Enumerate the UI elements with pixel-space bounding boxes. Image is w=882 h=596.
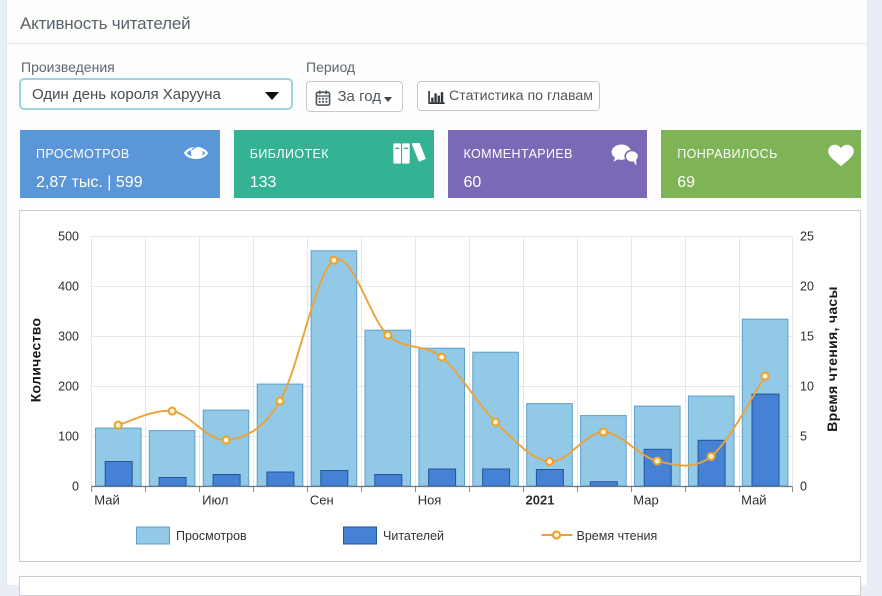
svg-text:2021: 2021 bbox=[526, 493, 555, 508]
svg-text:Мар: Мар bbox=[633, 493, 658, 508]
svg-text:20: 20 bbox=[800, 280, 814, 294]
svg-text:Ноя: Ноя bbox=[418, 493, 442, 508]
svg-text:500: 500 bbox=[58, 230, 79, 244]
svg-text:Время чтения: Время чтения bbox=[577, 529, 658, 543]
svg-text:Время чтения, часы: Время чтения, часы bbox=[824, 286, 840, 432]
svg-text:200: 200 bbox=[58, 380, 79, 394]
svg-text:300: 300 bbox=[58, 330, 79, 344]
svg-text:Май: Май bbox=[741, 493, 766, 508]
svg-text:400: 400 bbox=[58, 280, 79, 294]
svg-text:Сен: Сен bbox=[310, 493, 334, 508]
svg-text:Июл: Июл bbox=[202, 493, 228, 508]
svg-text:Количество: Количество bbox=[28, 318, 44, 403]
svg-text:0: 0 bbox=[800, 480, 807, 494]
svg-text:5: 5 bbox=[800, 430, 807, 444]
svg-text:Просмотров: Просмотров bbox=[176, 529, 247, 543]
svg-text:25: 25 bbox=[800, 230, 814, 244]
svg-text:10: 10 bbox=[800, 380, 814, 394]
svg-text:Май: Май bbox=[94, 493, 119, 508]
svg-text:0: 0 bbox=[72, 480, 79, 494]
svg-text:Читателей: Читателей bbox=[383, 529, 444, 543]
svg-text:100: 100 bbox=[58, 430, 79, 444]
svg-text:15: 15 bbox=[800, 330, 814, 344]
